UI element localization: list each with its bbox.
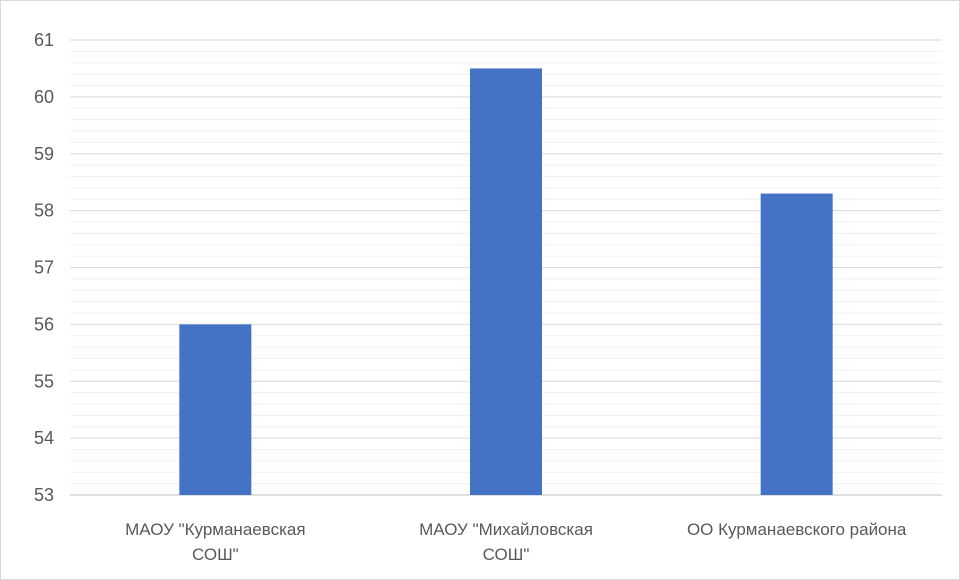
- y-tick-label: 59: [34, 144, 54, 164]
- y-tick-label: 61: [34, 30, 54, 50]
- y-tick-label: 54: [34, 428, 54, 448]
- y-tick-label: 53: [34, 485, 54, 505]
- x-category-label: ОО Курманаевского района: [687, 520, 907, 539]
- y-tick-label: 56: [34, 314, 54, 334]
- x-category-label: СОШ": [192, 545, 239, 564]
- y-tick-label: 55: [34, 371, 54, 391]
- bar: [179, 324, 252, 495]
- bar: [470, 68, 542, 495]
- x-category-label: МАОУ "Курманаевская: [125, 520, 305, 539]
- y-tick-label: 57: [34, 258, 54, 278]
- x-category-label: СОШ": [483, 545, 530, 564]
- y-tick-label: 60: [34, 87, 54, 107]
- y-tick-label: 58: [34, 201, 54, 221]
- x-category-label: МАОУ "Михайловская: [419, 520, 593, 539]
- bar: [760, 193, 833, 495]
